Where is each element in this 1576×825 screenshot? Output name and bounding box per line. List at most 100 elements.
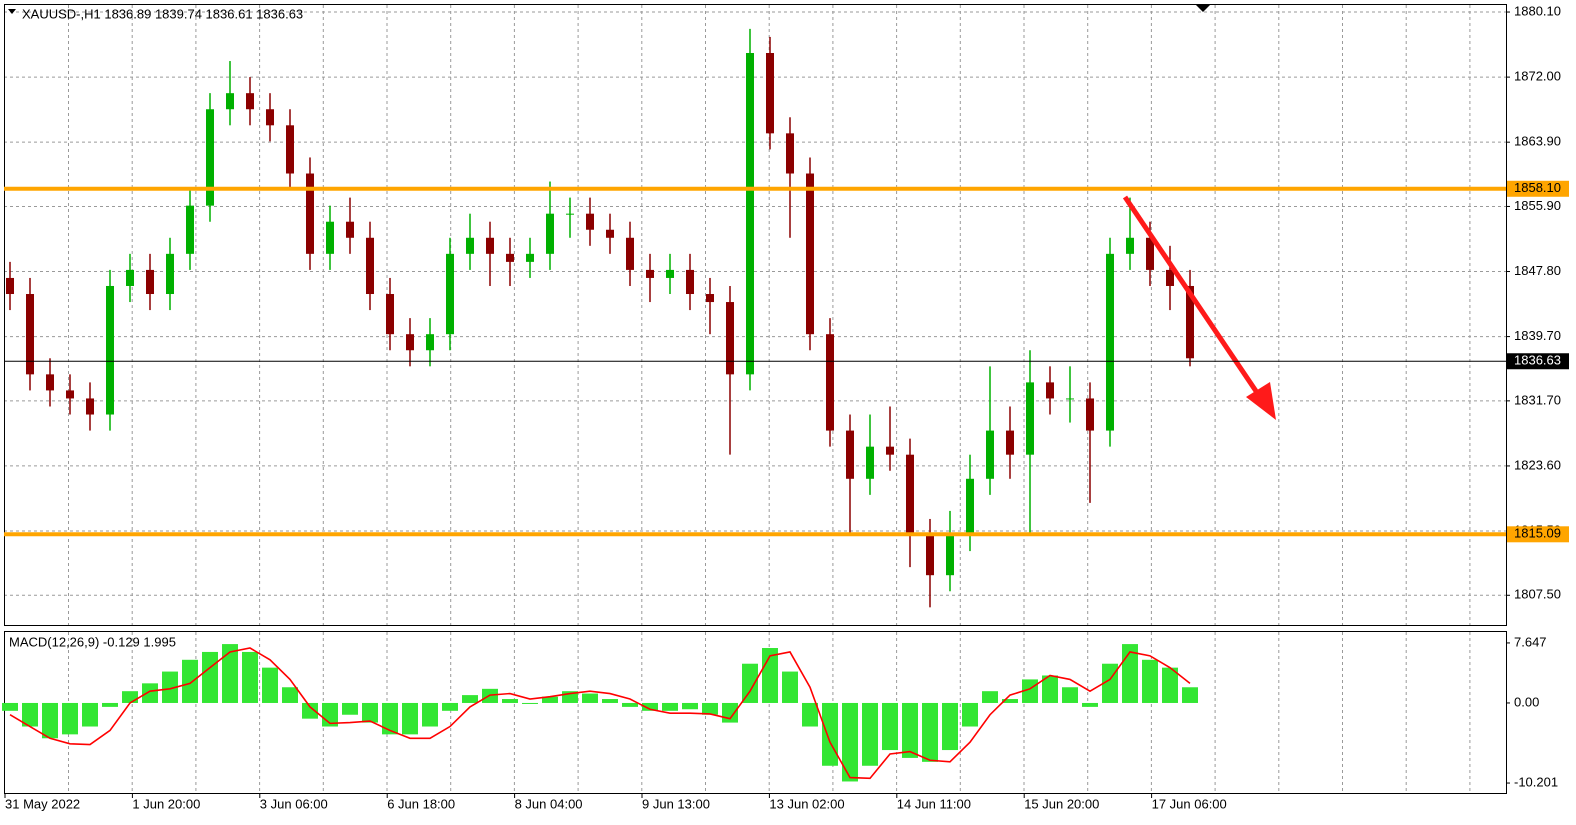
candle-body — [646, 269, 654, 278]
macd-bar — [302, 702, 318, 719]
macd-bar — [162, 671, 178, 703]
y-tick-label: 1839.70 — [1514, 328, 1561, 343]
y-tick-label: 1872.00 — [1514, 69, 1561, 84]
x-tick-label: 9 Jun 13:00 — [642, 796, 710, 811]
candle-body — [1006, 430, 1014, 455]
y-tick-label: 1847.80 — [1514, 263, 1561, 278]
macd-bar — [262, 667, 278, 703]
y-tick-label: 1880.10 — [1514, 3, 1561, 18]
candle-body — [986, 430, 994, 479]
macd-bar — [942, 702, 958, 751]
macd-bar — [122, 691, 138, 703]
x-tick-label: 3 Jun 06:00 — [260, 796, 328, 811]
macd-bar — [782, 671, 798, 703]
candle-body — [1026, 382, 1034, 455]
macd-bar — [622, 702, 638, 707]
candle-body — [126, 269, 134, 286]
macd-bar — [562, 691, 578, 703]
signal-line — [9, 647, 1191, 780]
candle-body — [6, 277, 14, 295]
macd-bar — [842, 702, 858, 782]
y-tick-label: 1855.90 — [1514, 198, 1561, 213]
candle-body — [546, 213, 554, 254]
macd-bar — [642, 702, 658, 711]
x-tick-label: 14 Jun 11:00 — [897, 796, 971, 811]
candle-body — [846, 430, 854, 479]
candle-body — [1146, 237, 1154, 270]
level-label: 1858.10 — [1514, 180, 1561, 195]
candle-body — [1066, 398, 1074, 400]
macd-bar — [62, 702, 78, 735]
chart-title: XAUUSD-,H1 1836.89 1839.74 1836.61 1836.… — [22, 6, 303, 21]
marks — [2, 28, 1198, 782]
macd-bar — [342, 702, 358, 715]
x-tick-label: 31 May 2022 — [5, 796, 80, 811]
candle-body — [946, 535, 954, 576]
x-tick-label: 1 Jun 20:00 — [132, 796, 200, 811]
macd-bar — [362, 702, 378, 723]
macd-bar — [722, 702, 738, 723]
macd-bar — [442, 702, 458, 711]
x-tick-label: 15 Jun 20:00 — [1024, 796, 1099, 811]
candle-body — [1106, 253, 1114, 431]
candle-body — [406, 334, 414, 351]
candle-body — [666, 269, 674, 278]
macd-bar — [662, 702, 678, 711]
candle-body — [266, 109, 274, 126]
candle-body — [726, 302, 734, 375]
macd-bar — [502, 699, 518, 703]
macd-bar — [1062, 687, 1078, 703]
candle-body — [106, 285, 114, 415]
candle-body — [706, 294, 714, 303]
macd-bar — [922, 702, 938, 762]
candle-body — [46, 374, 54, 391]
candle-body — [326, 221, 334, 254]
menu-triangle[interactable] — [8, 9, 16, 14]
macd-bar — [802, 702, 818, 727]
macd-bar — [422, 702, 438, 727]
y-tick-label: 1831.70 — [1514, 392, 1561, 407]
candle-body — [1186, 285, 1194, 359]
macd-bar — [22, 702, 38, 727]
candle-body — [426, 334, 434, 351]
y-tick-label: 1823.60 — [1514, 457, 1561, 472]
x-tick-label: 13 Jun 02:00 — [769, 796, 844, 811]
candle-body — [306, 173, 314, 254]
macd-bar — [1042, 675, 1058, 703]
y-tick-label: -10.201 — [1514, 774, 1558, 789]
candle-body — [1166, 269, 1174, 286]
macd-bar — [582, 693, 598, 703]
candle-body — [486, 237, 494, 254]
candle-body — [366, 237, 374, 295]
candle-body — [866, 446, 874, 479]
macd-bar — [1162, 667, 1178, 703]
macd-bar — [542, 696, 558, 703]
macd-bar — [42, 702, 58, 739]
y-tick-label: 1863.90 — [1514, 134, 1561, 149]
macd-bar — [862, 702, 878, 766]
x-tick-label: 8 Jun 04:00 — [515, 796, 583, 811]
shift-marker — [1196, 5, 1210, 12]
macd-bar — [282, 687, 298, 703]
macd-bar — [102, 702, 118, 707]
level-label: 1815.09 — [1514, 526, 1561, 541]
macd-pane — [4, 631, 1507, 794]
macd-bar — [402, 702, 418, 735]
candle-body — [506, 253, 514, 262]
macd-bar — [822, 702, 838, 766]
candle-body — [26, 294, 34, 375]
candle-body — [1046, 382, 1054, 399]
macd-bar — [242, 651, 258, 703]
candle-body — [626, 237, 634, 270]
macd-bar — [982, 691, 998, 703]
y-tick-label: 0.00 — [1514, 694, 1539, 709]
macd-bar — [222, 644, 238, 703]
candle-body — [586, 213, 594, 230]
candle-body — [186, 205, 194, 254]
macd-bar — [602, 699, 618, 703]
candle-body — [1126, 237, 1134, 254]
candle-body — [886, 446, 894, 455]
macd-bar — [462, 695, 478, 703]
candle-body — [686, 269, 694, 295]
